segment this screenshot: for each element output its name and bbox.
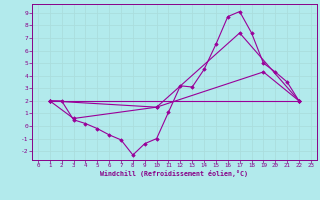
X-axis label: Windchill (Refroidissement éolien,°C): Windchill (Refroidissement éolien,°C) bbox=[100, 170, 248, 177]
